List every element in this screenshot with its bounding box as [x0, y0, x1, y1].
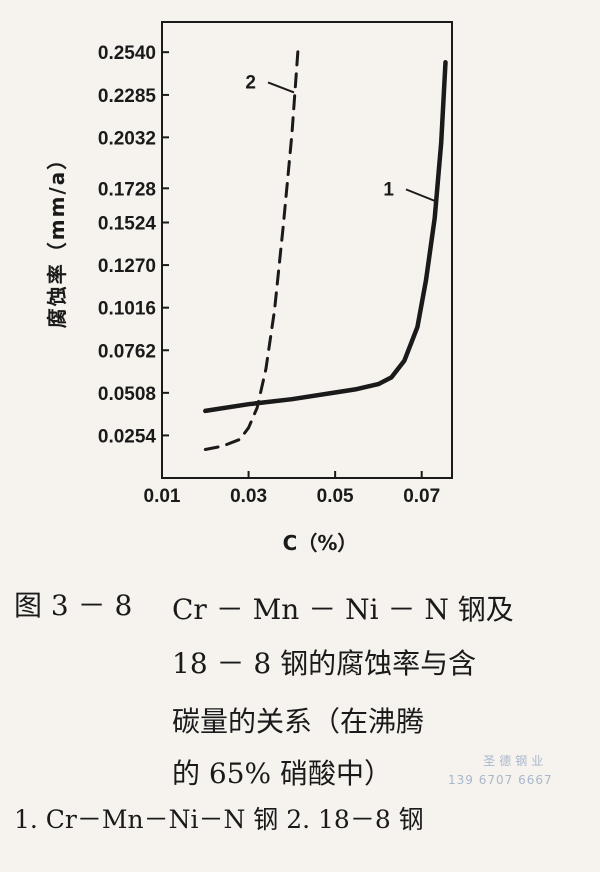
x-tick-label: 0.07: [403, 486, 440, 507]
x-axis-ticks: 0.01 0.03 0.05 0.07: [144, 471, 440, 507]
y-tick-label: 0.1524: [98, 214, 157, 235]
y-tick-label: 0.0254: [98, 426, 157, 447]
caption-line-1: Cr － Mn － Ni － N 钢及: [172, 593, 514, 626]
data-series: [203, 44, 448, 451]
corrosion-chart: 0.0254 0.0508 0.0762 0.1016 0.1270 0.1524 0.17…: [45, 21, 453, 555]
watermark: 圣德钢业 139 6707 6667: [448, 752, 553, 790]
y-tick-label: 0.1728: [98, 179, 156, 200]
series-2-leader: [267, 81, 295, 94]
caption-line-4: 的 65% 硝酸中）: [172, 757, 393, 790]
watermark-line-2: 139 6707 6667: [448, 773, 553, 788]
y-tick-label: 0.0762: [98, 341, 156, 362]
plot-border: [161, 21, 453, 479]
legend-note: 1. Cr－Mn－Ni－N 钢 2. 18－8 钢: [14, 805, 424, 834]
series-2-line: [203, 44, 300, 451]
figure-number: 图 3 － 8: [14, 589, 133, 622]
y-tick-label: 0.2285: [98, 86, 157, 107]
watermark-line-1: 圣德钢业: [483, 754, 548, 768]
x-tick-label: 0.01: [144, 486, 181, 507]
y-axis-label: 腐蚀率（mm/a）: [45, 148, 69, 328]
series-1-label: 1: [383, 179, 394, 200]
y-axis-ticks: 0.0254 0.0508 0.0762 0.1016 0.1270 0.1524 0.17…: [98, 43, 169, 447]
caption-line-3: 碳量的关系（在沸腾: [172, 705, 425, 738]
y-tick-label: 0.1016: [98, 299, 156, 320]
series-labels: 12: [245, 72, 437, 203]
y-tick-label: 0.0508: [98, 384, 156, 405]
caption-line-2: 18 － 8 钢的腐蚀率与含: [172, 647, 477, 680]
x-axis-label: C（%）: [283, 531, 358, 555]
series-2-label: 2: [245, 72, 256, 93]
y-tick-label: 0.1270: [98, 256, 156, 277]
plot-frame: [161, 21, 453, 479]
x-tick-label: 0.05: [317, 486, 354, 507]
y-tick-label: 0.2032: [98, 128, 156, 149]
y-tick-label: 0.2540: [98, 43, 156, 64]
series-1-leader: [405, 188, 437, 203]
series-1-line: [203, 59, 448, 414]
x-tick-label: 0.03: [230, 486, 267, 507]
